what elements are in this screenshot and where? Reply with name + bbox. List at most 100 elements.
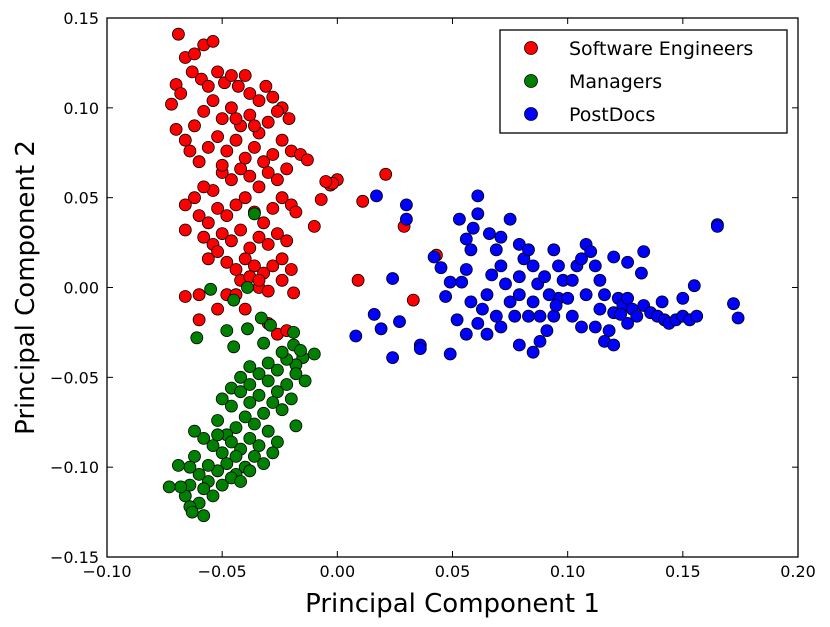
- data-point: [201, 140, 215, 154]
- data-point: [579, 288, 593, 302]
- data-point: [289, 419, 303, 433]
- data-point: [471, 207, 485, 221]
- data-point: [174, 480, 188, 494]
- data-point: [261, 356, 275, 370]
- data-point: [185, 505, 199, 519]
- data-point: [206, 489, 220, 503]
- data-point: [275, 345, 289, 359]
- data-point: [266, 90, 280, 104]
- data-point: [443, 275, 457, 289]
- data-point: [243, 87, 257, 100]
- data-point: [227, 293, 241, 307]
- data-point: [655, 295, 669, 309]
- data-point: [284, 392, 298, 406]
- data-point: [238, 252, 252, 266]
- data-point: [434, 261, 448, 275]
- data-point: [565, 309, 579, 323]
- data-point: [229, 133, 243, 147]
- data-point: [264, 318, 277, 332]
- data-point: [252, 439, 266, 453]
- data-point: [201, 458, 215, 472]
- y-tick-label: 0.00: [63, 279, 99, 298]
- data-point: [687, 279, 701, 293]
- data-point: [489, 243, 503, 257]
- data-point: [711, 219, 724, 233]
- data-point: [399, 198, 413, 212]
- data-point: [356, 194, 370, 208]
- legend-marker: [524, 41, 538, 55]
- data-point: [165, 97, 178, 111]
- data-point: [206, 35, 220, 48]
- data-point: [522, 243, 535, 257]
- data-point: [261, 166, 275, 179]
- x-tick-label: 0.00: [320, 562, 356, 581]
- data-point: [452, 212, 466, 226]
- data-point: [284, 263, 298, 276]
- data-point: [588, 320, 602, 334]
- data-point: [298, 374, 312, 388]
- data-point: [174, 87, 188, 100]
- y-tick-label: −0.15: [50, 548, 99, 567]
- data-point: [399, 212, 413, 226]
- data-point: [234, 385, 248, 399]
- x-tick-label: 0.10: [550, 562, 586, 581]
- data-point: [243, 169, 257, 183]
- data-point: [183, 144, 197, 158]
- data-point: [522, 309, 535, 323]
- data-point: [261, 284, 275, 298]
- data-point: [294, 343, 307, 357]
- data-point: [197, 482, 211, 496]
- data-point: [192, 467, 206, 481]
- data-point: [266, 396, 280, 409]
- data-point: [261, 237, 275, 251]
- data-point: [480, 327, 494, 341]
- data-point: [547, 243, 561, 257]
- data-point: [266, 446, 280, 460]
- data-point: [197, 509, 211, 523]
- data-point: [192, 313, 206, 327]
- data-point: [247, 119, 261, 133]
- data-point: [162, 480, 176, 494]
- y-axis-label: Principal Component 2: [11, 140, 41, 435]
- data-point: [598, 288, 611, 302]
- data-point: [455, 275, 469, 289]
- data-point: [621, 316, 634, 330]
- data-point: [259, 79, 273, 93]
- data-point: [261, 374, 275, 388]
- data-point: [406, 293, 420, 307]
- data-point: [192, 155, 206, 169]
- data-point: [247, 140, 261, 154]
- data-point: [602, 324, 616, 338]
- y-tick-label: 0.05: [63, 189, 99, 208]
- data-point: [215, 478, 229, 492]
- data-point: [575, 320, 588, 334]
- data-point: [252, 367, 266, 381]
- data-point: [266, 259, 280, 273]
- data-point: [275, 252, 289, 266]
- data-point: [234, 370, 248, 384]
- data-point: [540, 324, 554, 338]
- data-point: [234, 475, 248, 488]
- data-point: [211, 130, 225, 144]
- data-point: [287, 325, 301, 339]
- data-point: [593, 302, 607, 316]
- data-point: [552, 259, 565, 273]
- data-point: [630, 309, 644, 323]
- data-point: [238, 410, 252, 424]
- y-tick-label: 0.15: [63, 9, 99, 28]
- data-point: [206, 94, 220, 107]
- data-point: [731, 311, 745, 325]
- data-point: [289, 367, 303, 381]
- y-tick-label: −0.10: [50, 458, 99, 477]
- data-point: [443, 347, 457, 361]
- data-point: [621, 255, 634, 269]
- data-point: [374, 322, 388, 336]
- data-point: [282, 112, 296, 125]
- data-point: [450, 313, 464, 327]
- data-point: [275, 191, 289, 205]
- data-point: [190, 331, 204, 345]
- y-tick-label: −0.05: [50, 368, 99, 387]
- data-point: [215, 227, 229, 241]
- legend-marker: [524, 107, 538, 121]
